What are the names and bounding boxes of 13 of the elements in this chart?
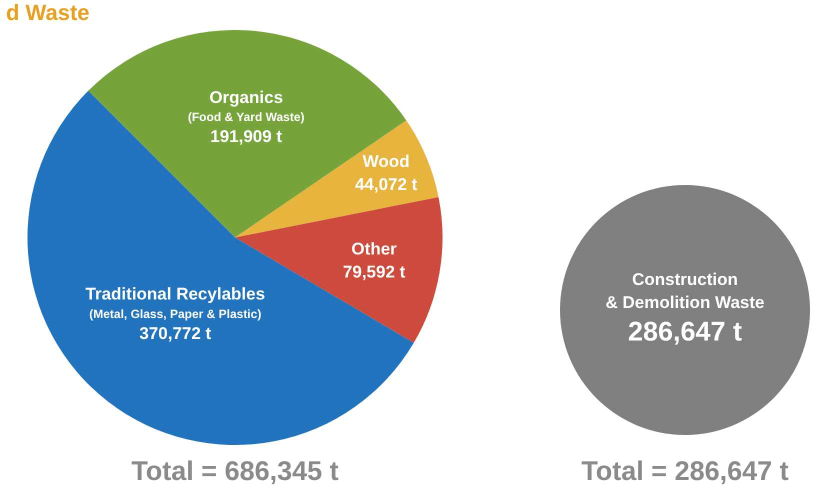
chart-title: d Waste <box>6 0 90 26</box>
data-label: 286,647 t <box>628 316 742 346</box>
slice-label: Traditional Recylables (Metal, Glass, Paper & Plastic) <box>86 284 266 321</box>
data-label: 79,592 t <box>342 262 406 282</box>
data-label: 370,772 t <box>139 324 212 343</box>
data-label: 44,072 t <box>354 175 418 194</box>
data-label: 191,909 t <box>210 126 282 146</box>
text: Total = 686,345 t <box>130 456 340 487</box>
slice-label: Other <box>351 239 398 258</box>
slice-label: Organics (Food & Yard Waste) <box>188 88 305 124</box>
text: Total = 286,647 t <box>580 456 790 487</box>
slice-label: Wood <box>362 152 410 172</box>
slice-label: Construction & Demolition Waste <box>606 270 764 312</box>
